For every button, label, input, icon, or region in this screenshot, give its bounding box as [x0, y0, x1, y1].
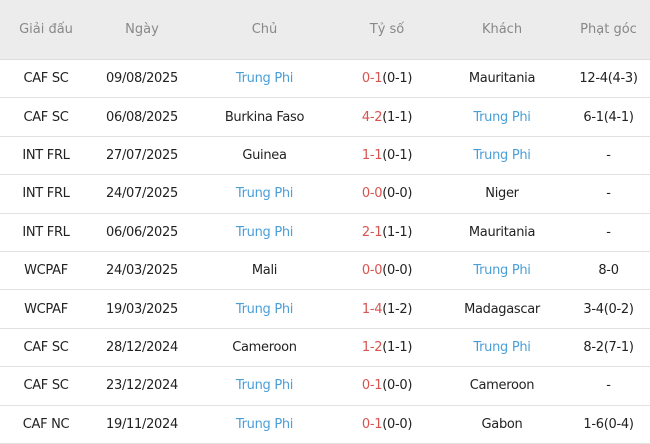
home-team-cell[interactable]: Trung Phi: [192, 59, 337, 99]
home-team-cell[interactable]: Cameroon: [192, 328, 337, 368]
corners-cell: 12-4(4-3): [567, 59, 650, 99]
table-row: CAF SC 28/12/2024 Cameroon 1-2(1-1) Trung Ph…: [0, 328, 650, 368]
header-league: Giải đấu: [0, 0, 92, 60]
away-team-cell[interactable]: Trung Phi: [437, 97, 567, 137]
header-away: Khách: [437, 0, 567, 60]
league-cell: CAF SC: [0, 97, 92, 137]
date-cell: 28/12/2024: [92, 328, 192, 368]
corners-cell: -: [567, 213, 650, 252]
fulltime-score: 1-4: [361, 301, 383, 317]
away-team-cell[interactable]: Trung Phi: [437, 251, 567, 291]
home-team-cell[interactable]: Burkina Faso: [192, 97, 337, 137]
header-home: Chủ: [192, 0, 337, 60]
header-date: Ngày: [92, 0, 192, 60]
halftime-score: (1-1): [382, 339, 413, 355]
league-cell: CAF SC: [0, 366, 92, 406]
away-team-cell[interactable]: Niger: [437, 174, 567, 214]
date-cell: 24/07/2025: [92, 174, 192, 214]
away-team-cell[interactable]: Madagascar: [437, 289, 567, 329]
away-team-cell[interactable]: Gabon: [437, 405, 567, 444]
halftime-score: (1-2): [382, 301, 413, 317]
date-cell: 19/11/2024: [92, 405, 192, 444]
league-cell: CAF SC: [0, 59, 92, 99]
table-row: CAF SC 09/08/2025 Trung Phi 0-1(0-1) Maurita…: [0, 59, 650, 99]
home-team-cell[interactable]: Trung Phi: [192, 366, 337, 406]
corners-cell: -: [567, 366, 650, 406]
fulltime-score: 1-1: [361, 147, 383, 163]
halftime-score: (0-0): [382, 186, 413, 202]
halftime-score: (0-1): [382, 71, 413, 87]
halftime-score: (1-1): [382, 224, 413, 240]
score-cell: 0-1(0-1): [337, 59, 437, 99]
fulltime-score: 0-0: [361, 263, 383, 279]
corners-cell: 8-2(7-1): [567, 328, 650, 368]
score-cell: 0-1(0-0): [337, 405, 437, 444]
league-cell: WCPAF: [0, 289, 92, 329]
score-cell: 2-1(1-1): [337, 213, 437, 252]
corners-cell: 8-0: [567, 251, 650, 291]
header-row: Giải đấu Ngày Chủ Tỷ số Khách Phạt góc: [0, 0, 650, 60]
home-team-cell[interactable]: Trung Phi: [192, 289, 337, 329]
halftime-score: (1-1): [382, 109, 413, 125]
corners-cell: 1-6(0-4): [567, 405, 650, 444]
halftime-score: (0-0): [382, 416, 413, 432]
date-cell: 06/08/2025: [92, 97, 192, 137]
away-team-cell[interactable]: Mauritania: [437, 59, 567, 99]
away-team-cell[interactable]: Trung Phi: [437, 136, 567, 176]
corners-cell: 3-4(0-2): [567, 289, 650, 329]
header-corners: Phạt góc: [567, 0, 650, 60]
score-cell: 0-0(0-0): [337, 251, 437, 291]
league-cell: INT FRL: [0, 213, 92, 252]
home-team-cell[interactable]: Guinea: [192, 136, 337, 176]
date-cell: 19/03/2025: [92, 289, 192, 329]
home-team-cell[interactable]: Mali: [192, 251, 337, 291]
away-team-cell[interactable]: Cameroon: [437, 366, 567, 406]
fulltime-score: 2-1: [361, 224, 383, 240]
league-cell: INT FRL: [0, 136, 92, 176]
date-cell: 09/08/2025: [92, 59, 192, 99]
date-cell: 24/03/2025: [92, 251, 192, 291]
fulltime-score: 0-1: [361, 416, 383, 432]
score-cell: 1-2(1-1): [337, 328, 437, 368]
header-score: Tỷ số: [337, 0, 437, 60]
date-cell: 23/12/2024: [92, 366, 192, 406]
home-team-cell[interactable]: Trung Phi: [192, 405, 337, 444]
halftime-score: (0-1): [382, 147, 413, 163]
league-cell: INT FRL: [0, 174, 92, 214]
score-cell: 1-4(1-2): [337, 289, 437, 329]
league-cell: WCPAF: [0, 251, 92, 291]
score-cell: 0-0(0-0): [337, 174, 437, 214]
home-team-cell[interactable]: Trung Phi: [192, 213, 337, 252]
score-cell: 0-1(0-0): [337, 366, 437, 406]
table-row: INT FRL 24/07/2025 Trung Phi 0-0(0-0) Niger -: [0, 174, 650, 214]
table-row: WCPAF 24/03/2025 Mali 0-0(0-0) Trung Phi 8-0: [0, 251, 650, 291]
score-cell: 4-2(1-1): [337, 97, 437, 137]
table-row: CAF SC 06/08/2025 Burkina Faso 4-2(1-1) Trun…: [0, 97, 650, 137]
fulltime-score: 1-2: [361, 339, 383, 355]
fulltime-score: 0-0: [361, 186, 383, 202]
table-row: CAF NC 19/11/2024 Trung Phi 0-1(0-0) Gabon 1-…: [0, 405, 650, 444]
score-cell: 1-1(0-1): [337, 136, 437, 176]
date-cell: 27/07/2025: [92, 136, 192, 176]
date-cell: 06/06/2025: [92, 213, 192, 252]
fulltime-score: 0-1: [361, 71, 383, 87]
table-row: WCPAF 19/03/2025 Trung Phi 1-4(1-2) Madagasc…: [0, 289, 650, 329]
fulltime-score: 4-2: [361, 109, 383, 125]
corners-cell: -: [567, 136, 650, 176]
corners-cell: -: [567, 174, 650, 214]
away-team-cell[interactable]: Mauritania: [437, 213, 567, 252]
league-cell: CAF NC: [0, 405, 92, 444]
table-row: INT FRL 06/06/2025 Trung Phi 2-1(1-1) Maurit…: [0, 213, 650, 252]
fulltime-score: 0-1: [361, 378, 383, 394]
league-cell: CAF SC: [0, 328, 92, 368]
corners-cell: 6-1(4-1): [567, 97, 650, 137]
halftime-score: (0-0): [382, 263, 413, 279]
away-team-cell[interactable]: Trung Phi: [437, 328, 567, 368]
halftime-score: (0-0): [382, 378, 413, 394]
table-row: INT FRL 27/07/2025 Guinea 1-1(0-1) Trung Phi…: [0, 136, 650, 176]
home-team-cell[interactable]: Trung Phi: [192, 174, 337, 214]
table-row: CAF SC 23/12/2024 Trung Phi 0-1(0-0) Cameroo…: [0, 366, 650, 406]
